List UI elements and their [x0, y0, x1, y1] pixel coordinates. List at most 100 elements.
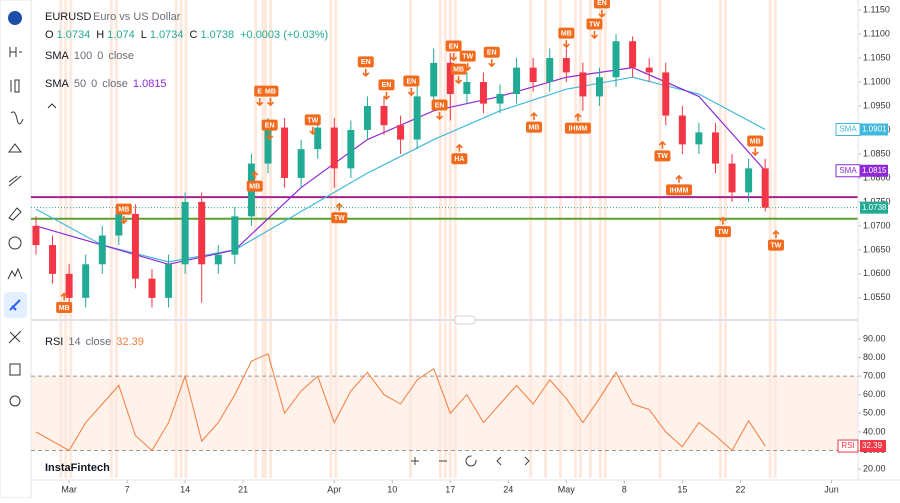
- candle-body: [32, 225, 40, 246]
- candle-body: [314, 127, 322, 150]
- rsi-tick-label: 20.00: [863, 463, 886, 473]
- highlight-band: [114, 0, 118, 478]
- rsi-legend: RSI 14 close 32.39: [45, 336, 144, 348]
- annotation-label: EN: [382, 82, 392, 89]
- watermark: InstaFintech: [45, 462, 110, 474]
- time-tick-label: 24: [503, 484, 513, 494]
- rsi-tick-label: 90.00: [863, 333, 886, 343]
- zoom-in-button[interactable]: [411, 457, 419, 465]
- delete-tool-icon[interactable]: [9, 395, 21, 407]
- pattern-annotation: EN: [357, 56, 374, 78]
- annotation-label: EN: [265, 123, 275, 130]
- annotation-label: TW: [657, 153, 668, 160]
- annotation-arrow: [590, 30, 599, 40]
- ohlc-value: 1.0734: [57, 29, 91, 41]
- annotation-label: E: [257, 88, 262, 95]
- annotation-label: MB: [453, 66, 464, 73]
- annotation-arrow: [562, 40, 570, 49]
- rsi-badge-label: RSI: [841, 441, 854, 450]
- annotation-label: MB: [750, 138, 761, 145]
- annotation-arrow: [455, 76, 463, 85]
- ohlc-key: O: [45, 29, 54, 41]
- symbol-flag-icon[interactable]: [8, 11, 22, 25]
- pattern-annotation: MB: [262, 85, 279, 107]
- pattern-annotation: TW: [714, 216, 731, 238]
- rsi-param: close: [86, 336, 112, 348]
- candle-body: [148, 278, 156, 298]
- annotation-label: MB: [59, 305, 70, 312]
- brush-tool-icon[interactable]: [8, 207, 22, 221]
- indicator-row: SMA 50 0 close 1.0815: [45, 78, 167, 90]
- highlight-band: [559, 0, 563, 478]
- forecast-tool-icon[interactable]: [8, 175, 22, 187]
- reset-button[interactable]: [465, 455, 477, 467]
- annotation-box: [747, 135, 764, 147]
- highlight-band: [573, 0, 577, 478]
- candle-body: [82, 264, 90, 298]
- candle-body: [181, 201, 189, 265]
- highlight-band: [768, 0, 772, 478]
- trend-line-tool-icon[interactable]: [10, 79, 20, 93]
- annotation-label: EN: [597, 0, 607, 7]
- measure-tool-icon[interactable]: [7, 267, 23, 280]
- highlight-band: [773, 0, 777, 478]
- navigation-buttons: [411, 455, 530, 467]
- time-tick-label: 21: [238, 484, 248, 494]
- pattern-tool-icon[interactable]: [8, 143, 22, 153]
- highlight-band: [64, 0, 68, 478]
- indicator-name: SMA: [45, 50, 70, 62]
- left-toolbar: [0, 0, 32, 499]
- price-badge-value: 1.0738: [862, 203, 887, 212]
- highlight-band: [69, 0, 73, 478]
- candle-body: [413, 96, 421, 140]
- annotation-label: IHMM: [569, 125, 588, 132]
- price-tick-label: 1.1050: [863, 52, 891, 62]
- highlight-band: [529, 0, 533, 478]
- annotation-label: MB: [529, 124, 540, 131]
- indicator-row: SMA 100 0 close: [45, 50, 134, 62]
- candle-body: [363, 106, 371, 130]
- lock-tool-icon[interactable]: [8, 330, 22, 344]
- annotation-arrow: [658, 140, 667, 149]
- pattern-annotation: TW: [654, 140, 671, 162]
- annotation-label: HA: [454, 156, 464, 163]
- time-tick-label: Jun: [824, 484, 839, 494]
- annotation-arrow: [256, 98, 264, 107]
- crosshair-tool-icon[interactable]: [9, 47, 22, 57]
- fib-tool-icon[interactable]: [10, 111, 24, 125]
- emoji-tool-icon[interactable]: [8, 236, 22, 250]
- scroll-right-button[interactable]: [524, 456, 530, 466]
- annotation-arrow: [309, 126, 317, 136]
- annotation-box: [431, 99, 448, 111]
- collapse-legend-button[interactable]: [47, 103, 57, 109]
- rsi-band: [31, 376, 858, 451]
- ohlc-key: H: [96, 29, 104, 41]
- annotation-label: MB: [249, 183, 260, 190]
- pattern-annotation: HA: [451, 143, 468, 165]
- price-tick-label: 1.0950: [863, 100, 891, 110]
- candle-body: [579, 72, 587, 97]
- rsi-line: [35, 353, 766, 452]
- magnet-tool-icon[interactable]: [9, 299, 21, 311]
- annotation-arrow: [488, 59, 496, 68]
- pattern-annotation: MB: [558, 27, 575, 49]
- indicator-name: SMA: [45, 78, 70, 90]
- annotation-box: [714, 226, 731, 238]
- rsi-tick-label: 80.00: [863, 352, 886, 362]
- candle-body: [430, 62, 438, 97]
- annotation-arrow: [751, 148, 759, 157]
- price-badge-value: 1.0815: [862, 166, 887, 175]
- pattern-annotation: MB: [115, 203, 132, 225]
- candle-body: [513, 67, 521, 95]
- annotation-label: TW: [771, 242, 782, 249]
- price-badge: [860, 123, 888, 136]
- visibility-tool-icon[interactable]: [9, 363, 21, 376]
- pane-resize-handle[interactable]: [454, 315, 476, 325]
- annotation-label: EN: [487, 50, 497, 57]
- scroll-left-button[interactable]: [496, 456, 502, 466]
- highlight-band: [334, 0, 338, 478]
- annotation-box: [451, 153, 468, 165]
- pattern-annotation: E: [254, 85, 266, 107]
- price-tick-label: 1.1000: [863, 76, 891, 86]
- candle-body: [198, 201, 206, 265]
